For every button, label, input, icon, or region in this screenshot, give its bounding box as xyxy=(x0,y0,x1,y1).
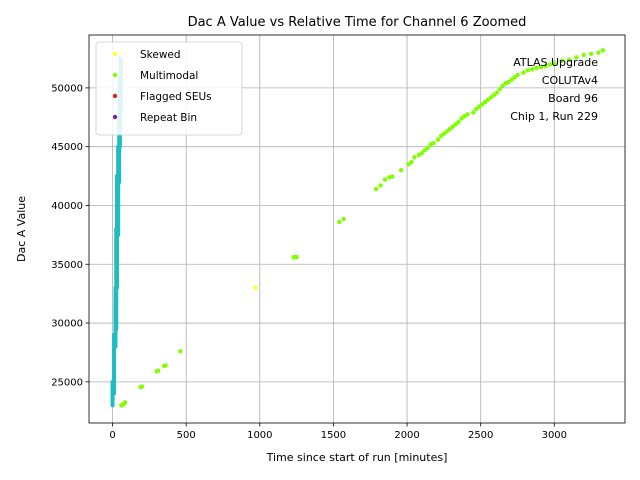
data-point xyxy=(390,174,395,179)
data-point xyxy=(581,52,586,58)
data-point xyxy=(482,99,488,105)
data-point xyxy=(382,177,388,182)
legend-label: Skewed xyxy=(140,49,181,61)
data-point xyxy=(456,119,461,125)
data-point xyxy=(479,102,485,107)
x-tick-label: 0 xyxy=(109,430,115,441)
grid-lines xyxy=(89,35,625,423)
data-point xyxy=(497,86,503,92)
axes xyxy=(85,34,626,427)
data-point xyxy=(525,68,531,73)
legend-box xyxy=(95,41,243,136)
x-tick-label: 1500 xyxy=(321,430,346,441)
annotation-line: Board 96 xyxy=(548,92,598,105)
y-axis-label: Dac A Value xyxy=(15,196,28,262)
data-point xyxy=(373,186,379,192)
data-point xyxy=(453,122,458,127)
x-tick-label: 3000 xyxy=(542,430,567,441)
data-point xyxy=(422,148,427,153)
data-point xyxy=(547,62,553,67)
annotation-line: Chip 1, Run 229 xyxy=(510,110,598,123)
data-point xyxy=(465,112,470,117)
data-point xyxy=(500,83,505,88)
data-point xyxy=(178,349,183,354)
data-point xyxy=(512,75,517,80)
x-axis-label: Time since start of run [minutes] xyxy=(266,451,448,464)
data-point xyxy=(559,58,564,64)
annotation-line: COLUTAv4 xyxy=(542,74,598,87)
data-point xyxy=(600,48,606,53)
data-point xyxy=(471,110,476,115)
y-tick-label: 50000 xyxy=(51,83,83,94)
data-point xyxy=(494,90,500,95)
y-tick-label: 30000 xyxy=(51,319,83,330)
data-point xyxy=(435,137,441,142)
data-point xyxy=(474,106,479,112)
data-point xyxy=(139,384,145,389)
data-point xyxy=(341,216,346,222)
legend-marker xyxy=(112,93,118,99)
data-point xyxy=(337,219,342,225)
data-point xyxy=(488,95,494,100)
x-tick-label: 2000 xyxy=(394,430,419,441)
data-point xyxy=(431,140,436,146)
data-point xyxy=(409,159,414,165)
tick-labels: 0 500 1000 1500 2000 2500 3000 25000 30000 35000 4… xyxy=(51,83,567,441)
chart-title: Dac A Value vs Relative Time for Channel… xyxy=(188,15,527,30)
x-tick-label: 1000 xyxy=(247,430,272,441)
data-point xyxy=(425,145,430,151)
legend-marker xyxy=(112,72,118,78)
data-point xyxy=(398,168,404,173)
data-point xyxy=(441,131,447,136)
data-point xyxy=(444,129,450,134)
data-point xyxy=(459,116,464,121)
data-point xyxy=(538,65,544,70)
data-point xyxy=(378,183,383,188)
legend-marker xyxy=(112,114,118,120)
plot-frame xyxy=(88,34,626,424)
legend: Skewed Multimodal Flagged SEUs Repeat Bin xyxy=(95,41,243,136)
data-point xyxy=(438,133,444,139)
data-point xyxy=(491,92,497,98)
y-tick-label: 25000 xyxy=(51,377,83,388)
data-point xyxy=(253,285,258,290)
data-point xyxy=(122,400,128,405)
data-point xyxy=(412,155,417,160)
annotation-line: ATLAS Upgrade xyxy=(513,56,598,69)
data-point xyxy=(447,126,452,132)
annotation-block: ATLAS Upgrade COLUTAv4 Board 96 Chip 1, Run… xyxy=(510,56,598,123)
data-point xyxy=(485,97,491,102)
legend-label: Repeat Bin xyxy=(140,112,197,124)
y-tick-label: 40000 xyxy=(51,201,83,212)
data-point xyxy=(515,72,520,78)
x-tick-label: 500 xyxy=(177,430,196,441)
data-point xyxy=(477,104,482,109)
data-point xyxy=(534,65,539,71)
x-tick-label: 2500 xyxy=(468,430,493,441)
y-tick-label: 45000 xyxy=(51,142,83,153)
legend-marker xyxy=(112,51,118,57)
y-tick-label: 35000 xyxy=(51,260,83,271)
data-point xyxy=(596,50,601,55)
data-point xyxy=(450,124,455,129)
data-point xyxy=(574,55,579,60)
data-point xyxy=(156,368,161,373)
data-point xyxy=(566,57,572,62)
data-point xyxy=(521,70,526,75)
legend-label: Multimodal xyxy=(140,70,198,82)
legend-label: Flagged SEUs xyxy=(140,91,212,103)
data-point xyxy=(406,162,411,167)
data-point xyxy=(509,77,514,82)
data-point xyxy=(552,61,557,66)
data-point xyxy=(588,51,594,57)
data-point xyxy=(543,63,548,69)
data-point xyxy=(506,79,511,85)
data-point xyxy=(419,150,424,156)
data-point xyxy=(530,66,535,72)
data-point xyxy=(294,255,299,260)
data-point xyxy=(163,363,168,368)
